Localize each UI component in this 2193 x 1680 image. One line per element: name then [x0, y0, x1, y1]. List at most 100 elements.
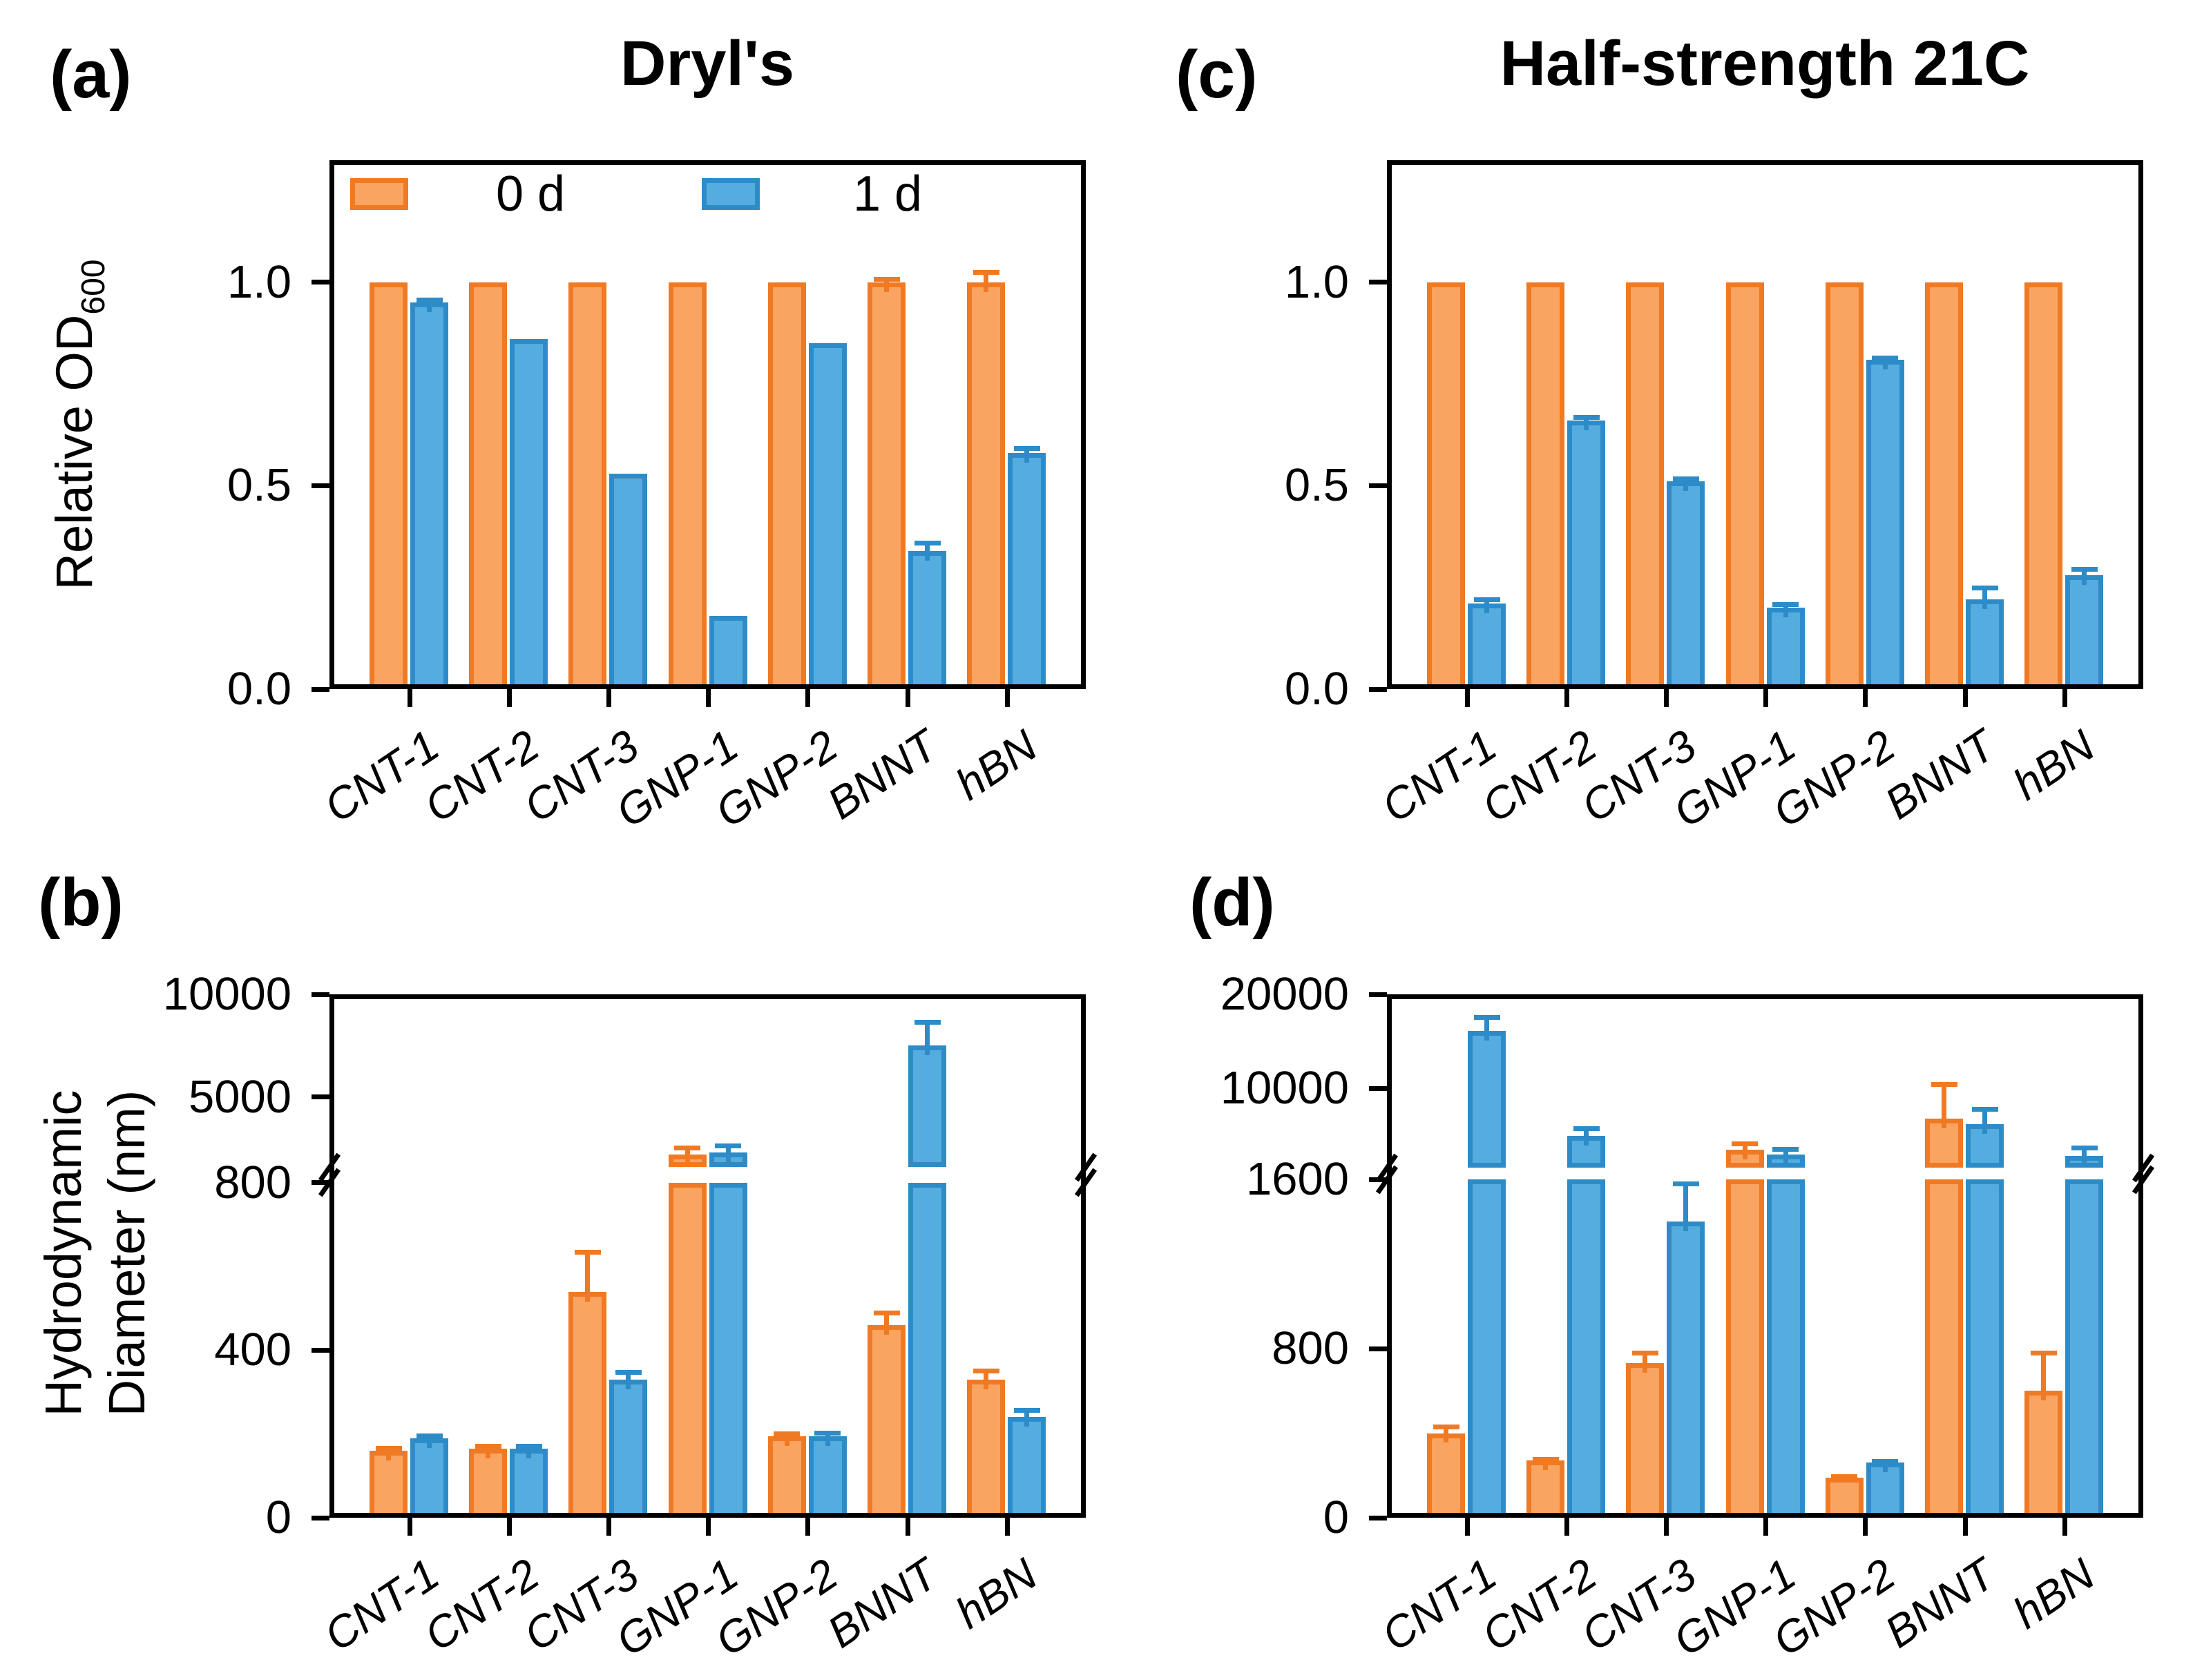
error-bar-cap-d-CNT-3 [1631, 1351, 1658, 1356]
x-tick-d-CNT-1 [1464, 1518, 1470, 1536]
error-bar-line-b-CNT-1 [386, 1448, 391, 1460]
x-tick-a-CNT-3 [606, 689, 611, 707]
y-tick-b-5000 [312, 1094, 329, 1100]
error-bar-line-b-hBN [984, 1370, 989, 1389]
error-bar-line-b-CNT-3 [626, 1371, 631, 1389]
error-bar-line-d-GNP-1 [1742, 1143, 1747, 1160]
x-tick-label-d-BNNT: BNNT [1876, 1549, 2004, 1658]
bar-b-CNT-3-0d [568, 1291, 607, 1518]
y-tick-a-0.0 [312, 686, 329, 692]
error-bar-line-a-hBN [1024, 448, 1030, 463]
x-tick-label-c-CNT-2: CNT-2 [1473, 720, 1605, 832]
plot-frame-b [329, 994, 1086, 1518]
error-bar-line-d-CNT-2 [1584, 1128, 1589, 1146]
error-bar-cap-a-hBN [973, 270, 999, 276]
legend-label-day1: 1 d [853, 166, 923, 222]
bar-d-CNT-2-1d [1567, 1179, 1606, 1518]
error-bar-cap-b-hBN [973, 1368, 999, 1373]
panel-c-title: Half-strength 21C [1500, 28, 2030, 99]
error-bar-line-d-GNP-1 [1783, 1148, 1788, 1164]
x-tick-b-GNP-1 [706, 1518, 711, 1536]
bar-d-CNT-3-0d [1626, 1363, 1665, 1518]
y-tick-a-1.0 [312, 280, 329, 285]
error-bar-line-a-BNNT [925, 542, 930, 561]
y-tick-label-d-10000: 10000 [1220, 1062, 1349, 1114]
plot-frame-d [1387, 994, 2143, 1518]
y-tick-label-a-0.5: 0.5 [227, 459, 291, 512]
error-bar-cap-b-BNNT [873, 1310, 900, 1315]
error-bar-cap-c-CNT-1 [1473, 597, 1500, 603]
x-tick-label-d-hBN: hBN [2004, 1549, 2103, 1639]
x-tick-a-BNNT [905, 689, 910, 707]
bar-c-CNT-3-0d [1626, 282, 1665, 689]
plot-frame-a [329, 160, 1086, 689]
error-bar-cap-c-GNP-1 [1772, 602, 1799, 608]
x-tick-d-BNNT [1962, 1518, 1968, 1536]
error-bar-line-b-CNT-1 [427, 1436, 432, 1448]
error-bar-cap-d-CNT-3 [1672, 1181, 1699, 1187]
error-bar-cap-d-hBN [2030, 1351, 2057, 1356]
x-tick-c-GNP-2 [1863, 689, 1868, 707]
bar-a-hBN-1d [1008, 453, 1046, 689]
error-bar-line-b-CNT-3 [585, 1251, 591, 1302]
y-tick-label-b-0: 0 [265, 1491, 291, 1543]
bar-a-CNT-1-0d [370, 282, 408, 689]
error-bar-cap-b-CNT-3 [574, 1249, 601, 1255]
x-tick-b-CNT-3 [606, 1518, 611, 1536]
error-bar-cap-a-BNNT [914, 540, 941, 545]
y-tick-d-20000 [1369, 992, 1387, 997]
x-tick-b-GNP-2 [805, 1518, 811, 1536]
x-tick-label-a-CNT-2: CNT-2 [415, 720, 548, 832]
error-bar-cap-c-GNP-2 [1872, 355, 1899, 360]
bar-a-GNP-1-0d [668, 282, 707, 689]
bar-a-GNP-2-0d [767, 282, 806, 689]
y-tick-b-0 [312, 1515, 329, 1520]
plot-frame-c [1387, 160, 2143, 689]
error-bar-line-c-CNT-3 [1683, 478, 1689, 492]
y-tick-label-d-1600: 1600 [1245, 1153, 1349, 1206]
error-bar-cap-c-CNT-3 [1672, 476, 1699, 481]
bar-b-GNP-1-0d [668, 1182, 707, 1518]
error-bar-cap-b-CNT-1 [416, 1433, 443, 1439]
bar-c-CNT-2-0d [1526, 282, 1565, 689]
error-bar-line-c-CNT-2 [1584, 417, 1589, 431]
error-bar-cap-d-BNNT [1971, 1107, 1998, 1112]
legend-swatch-day1 [702, 178, 760, 210]
y-tick-label-d-0: 0 [1323, 1491, 1349, 1543]
y-axis-title-main: Relative OD [46, 314, 103, 590]
x-tick-c-hBN [2062, 689, 2067, 707]
x-tick-label-a-BNNT: BNNT [818, 720, 946, 829]
error-bar-line-b-hBN [1024, 1409, 1030, 1427]
panel-a-letter: (a) [50, 37, 132, 112]
x-tick-b-CNT-1 [407, 1518, 412, 1536]
x-tick-c-CNT-3 [1663, 689, 1669, 707]
error-bar-cap-b-BNNT [914, 1020, 941, 1025]
y-tick-b-800 [312, 1180, 329, 1186]
y-tick-label-c-0.5: 0.5 [1284, 459, 1349, 512]
error-bar-cap-b-CNT-1 [375, 1446, 402, 1451]
panel-b-letter: (b) [38, 865, 124, 940]
bar-d-CNT-1-1d [1468, 1179, 1506, 1518]
x-tick-d-CNT-2 [1564, 1518, 1569, 1536]
x-tick-label-a-CNT-1: CNT-1 [316, 720, 448, 832]
bar-c-CNT-2-1d [1567, 421, 1606, 689]
x-tick-d-GNP-1 [1763, 1518, 1769, 1536]
bar-d-GNP-2-0d [1825, 1477, 1864, 1518]
bar-a-CNT-2-1d [510, 339, 548, 689]
error-bar-line-a-hBN [984, 272, 989, 292]
x-tick-a-GNP-1 [706, 689, 711, 707]
bar-d-GNP-1-0d [1725, 1179, 1764, 1518]
legend-label-day0: 0 d [496, 166, 566, 222]
bar-c-GNP-2-1d [1866, 359, 1904, 689]
y-tick-c-1.0 [1369, 280, 1387, 285]
error-bar-cap-b-CNT-2 [475, 1444, 501, 1449]
x-tick-d-CNT-3 [1663, 1518, 1669, 1536]
error-bar-cap-d-hBN [2071, 1145, 2098, 1150]
error-bar-line-d-CNT-3 [1683, 1184, 1689, 1232]
x-tick-a-hBN [1004, 689, 1010, 707]
error-bar-line-a-BNNT [884, 279, 889, 292]
error-bar-line-d-hBN [2041, 1353, 2047, 1401]
y-tick-c-0.5 [1369, 483, 1387, 488]
error-bar-line-c-GNP-1 [1783, 604, 1788, 618]
y-tick-label-b-5000: 5000 [188, 1070, 291, 1123]
